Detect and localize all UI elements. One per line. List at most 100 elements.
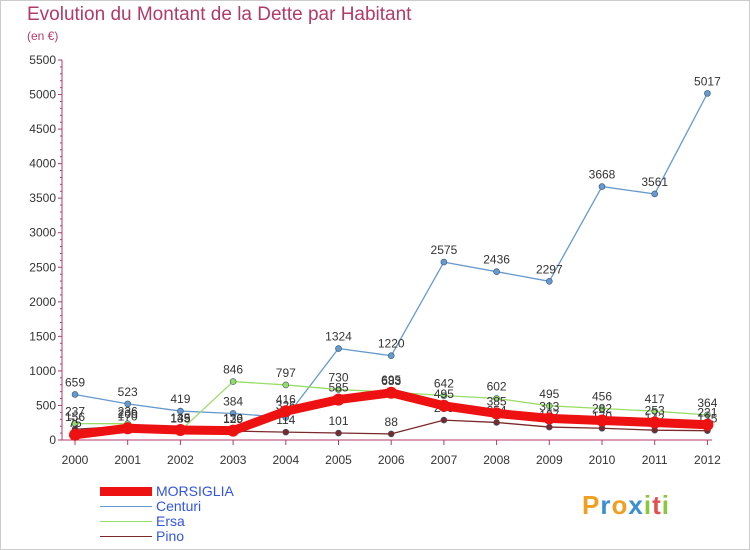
data-point (440, 392, 448, 399)
data-point (437, 399, 450, 412)
data-label: 200 (118, 407, 138, 421)
x-tick-label: 2007 (431, 453, 458, 467)
data-point (598, 405, 606, 412)
data-label: 797 (276, 366, 296, 380)
data-label: 385 (487, 394, 507, 408)
data-label: 456 (592, 389, 612, 403)
data-label: 416 (276, 392, 296, 406)
data-point (335, 345, 342, 352)
data-label: 2297 (536, 262, 563, 276)
data-label: 384 (223, 394, 243, 408)
data-label: 495 (434, 387, 454, 401)
data-point (493, 268, 500, 275)
chart-title: Evolution du Montant de la Dette par Hab… (27, 4, 412, 25)
legend-label: Pino (156, 528, 185, 544)
legend-swatch (100, 521, 152, 522)
y-tick-label: 2500 (29, 260, 56, 274)
data-point (387, 430, 395, 438)
data-label: 585 (328, 381, 348, 395)
x-tick-label: 2001 (114, 453, 141, 467)
data-point (651, 190, 659, 198)
data-point (701, 418, 714, 431)
chart-unit: (en €) (27, 29, 59, 43)
data-point (282, 381, 290, 389)
y-tick-label: 2000 (29, 295, 56, 309)
data-label: 846 (223, 363, 243, 377)
logo-letter: r (600, 490, 612, 520)
x-tick-label: 2009 (536, 453, 563, 467)
data-label: 695 (381, 373, 401, 387)
data-label: 417 (645, 392, 665, 406)
data-label: 5017 (694, 74, 721, 88)
data-label: 170 (118, 409, 138, 423)
data-label: 237 (65, 405, 85, 419)
x-tick-label: 2008 (483, 453, 510, 467)
data-point (385, 386, 398, 399)
data-label: 156 (65, 410, 85, 424)
logo-letter: i (643, 490, 653, 520)
x-tick-label: 2003 (220, 453, 247, 467)
logo-letter: x (628, 490, 644, 520)
data-point (71, 391, 79, 398)
data-point (279, 405, 292, 418)
y-tick-label: 1000 (29, 364, 56, 378)
y-tick-label: 5500 (29, 53, 56, 67)
data-point (124, 400, 131, 408)
x-tick-label: 2005 (325, 453, 352, 467)
data-point (335, 386, 342, 393)
x-tick-label: 2000 (62, 453, 89, 467)
legend-label: MORSIGLIA (156, 483, 234, 499)
data-point (493, 419, 500, 426)
data-label: 253 (645, 404, 665, 418)
y-tick-label: 0 (49, 433, 56, 447)
logo-letter: t (652, 490, 662, 520)
data-label: 419 (170, 392, 190, 406)
logo-letter: i (661, 490, 670, 520)
data-point (493, 395, 500, 402)
data-point (440, 416, 448, 424)
data-point (704, 411, 711, 419)
data-label: 495 (539, 387, 559, 401)
x-tick-label: 2010 (589, 453, 616, 467)
data-label: 135 (170, 412, 190, 426)
y-tick-label: 3500 (29, 191, 56, 205)
data-label: 659 (65, 375, 85, 389)
data-label: 101 (328, 414, 348, 428)
data-point (174, 423, 187, 436)
data-label: 3561 (641, 175, 668, 189)
proxiti-logo: Proxiti (582, 490, 670, 521)
logo-letter: P (582, 490, 601, 520)
data-point (335, 429, 342, 437)
data-point (651, 407, 659, 415)
data-label: 221 (697, 406, 717, 420)
data-label: 313 (539, 399, 559, 413)
line-chart: 0 500 1000 1500 2000 2500 3000 3500 4000 4500 5000… (29, 53, 721, 467)
data-label: 683 (381, 374, 401, 388)
data-label: 3668 (589, 168, 616, 182)
data-point (69, 428, 81, 441)
data-label: 730 (328, 371, 348, 385)
legend-swatch (100, 536, 152, 537)
data-label: 364 (697, 396, 717, 410)
data-label: 642 (434, 377, 454, 391)
data-point (121, 422, 134, 435)
data-label: 129 (223, 412, 243, 426)
data-label: 2575 (431, 243, 458, 257)
data-label: 2436 (483, 253, 510, 267)
y-tick-label: 4500 (29, 122, 56, 136)
data-label: 236 (118, 405, 138, 419)
x-tick-label: 2012 (694, 453, 721, 467)
data-label: 136 (223, 412, 243, 426)
data-point (704, 90, 711, 97)
data-point (596, 414, 608, 427)
x-tick-label: 2006 (378, 453, 405, 467)
y-tick-label: 5000 (29, 88, 56, 102)
data-point (282, 428, 290, 436)
data-label: 75 (68, 416, 82, 430)
data-label: 145 (170, 411, 190, 425)
legend-label: Ersa (156, 513, 185, 529)
legend-label: Centuri (156, 498, 202, 514)
data-point (227, 424, 240, 437)
logo-letter: o (611, 490, 629, 520)
